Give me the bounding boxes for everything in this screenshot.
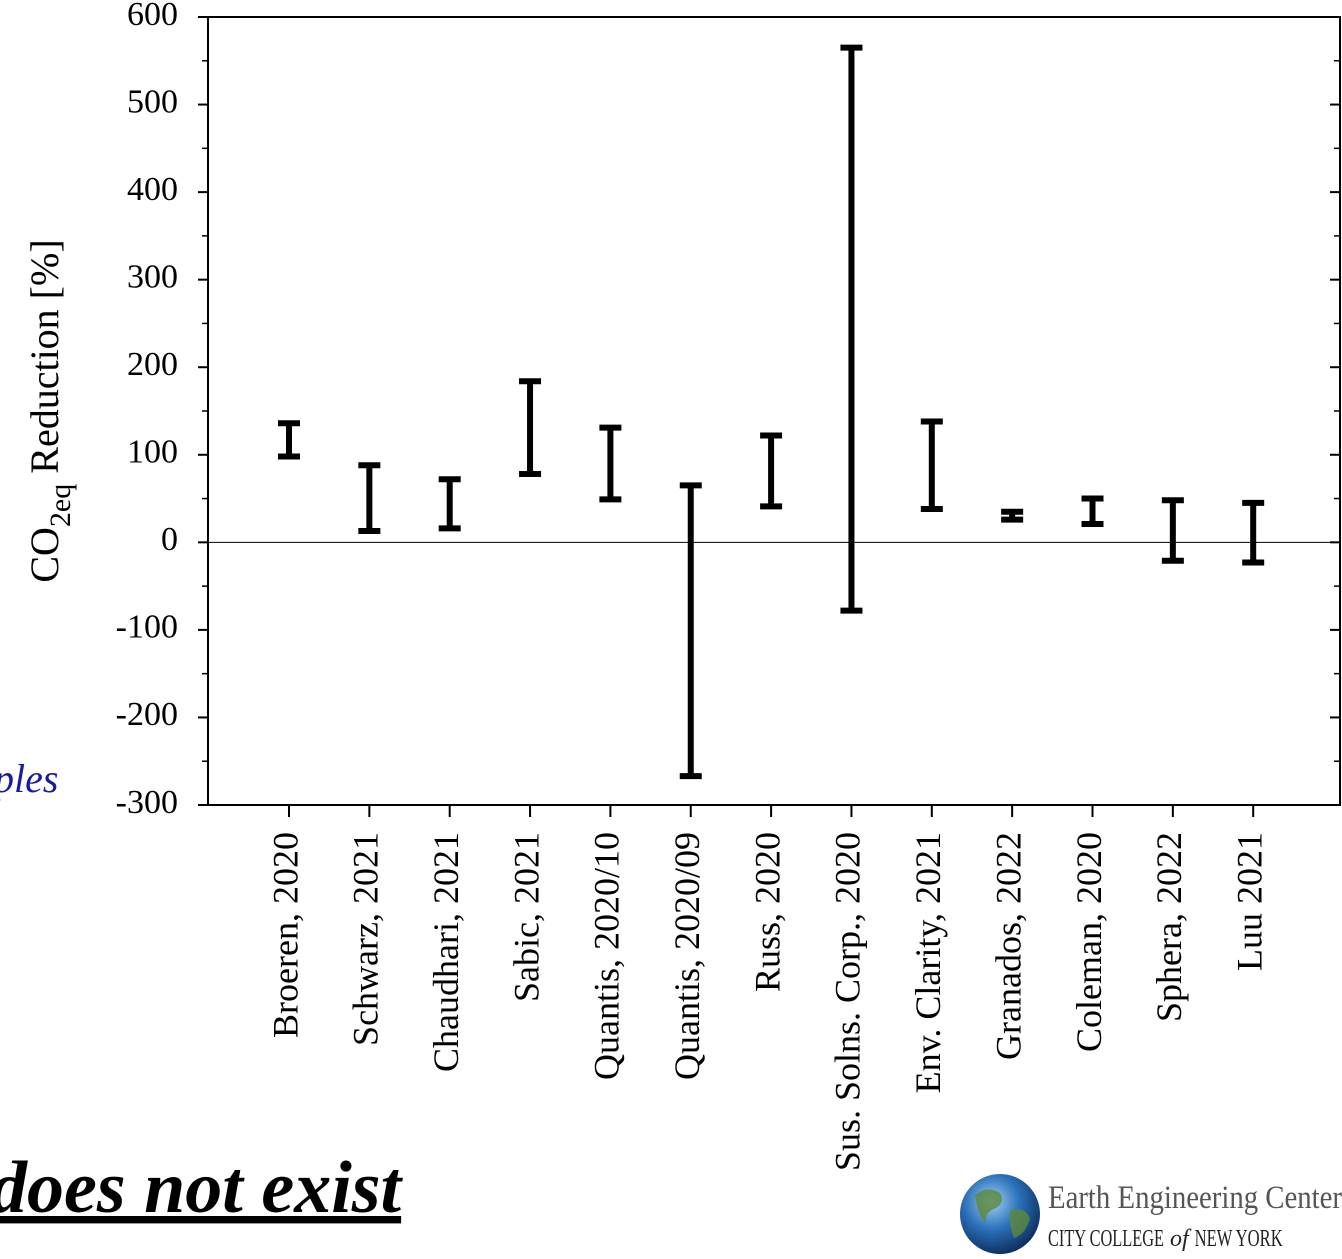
page: {"chart_data": {"type": "range", "y_labe…	[0, 0, 1342, 1259]
y-tick-label: 200	[127, 346, 178, 383]
x-tick-label: Luu 2021	[1229, 832, 1269, 971]
logo-name: Earth Engineering Center	[1048, 1180, 1342, 1216]
y-label-rest: Reduction [%]	[22, 239, 67, 483]
statement: does not exist	[0, 1147, 404, 1229]
x-tick-label: Schwarz, 2021	[346, 832, 386, 1046]
x-tick-label: Sus. Solns. Corp., 2020	[828, 832, 868, 1171]
y-tick-label: 600	[127, 0, 178, 33]
x-tick-label: Granados, 2022	[988, 832, 1028, 1060]
slide: ples does not exist Earth Engineering Ce…	[0, 0, 1342, 1259]
x-tick-label: Sabic, 2021	[506, 832, 546, 1002]
logo-school-a: CITY COLLEGE	[1048, 1226, 1164, 1252]
y-tick-label: 0	[161, 521, 178, 558]
x-tick-label: Quantis, 2020/10	[587, 832, 627, 1080]
x-tick-label: Env. Clarity, 2021	[908, 832, 948, 1093]
y-tick-label: 300	[127, 258, 178, 295]
y-label-sub: 2eq	[44, 484, 77, 527]
side-text: ples	[0, 756, 58, 801]
y-label-main: CO	[22, 527, 67, 583]
x-tick-label: Coleman, 2020	[1069, 832, 1109, 1052]
y-tick-label: -200	[116, 696, 178, 733]
y-tick-label: 400	[127, 171, 178, 208]
y-tick-label: 100	[127, 434, 178, 471]
y-tick-label: 500	[127, 83, 178, 120]
logo-school-b: NEW YORK	[1195, 1226, 1283, 1252]
logo-school-of: of	[1170, 1226, 1192, 1252]
logo-globe	[960, 1174, 1040, 1254]
plot-frame	[208, 17, 1340, 805]
x-tick-label: Quantis, 2020/09	[667, 832, 707, 1080]
y-axis-label: CO2eq Reduction [%]	[22, 239, 77, 582]
x-tick-label: Sphera, 2022	[1149, 832, 1189, 1022]
x-tick-label: Russ, 2020	[747, 832, 787, 992]
x-tick-label: Broeren, 2020	[265, 832, 305, 1038]
y-tick-label: -300	[116, 784, 178, 821]
y-tick-label: -100	[116, 609, 178, 646]
x-tick-label: Chaudhari, 2021	[426, 832, 466, 1072]
